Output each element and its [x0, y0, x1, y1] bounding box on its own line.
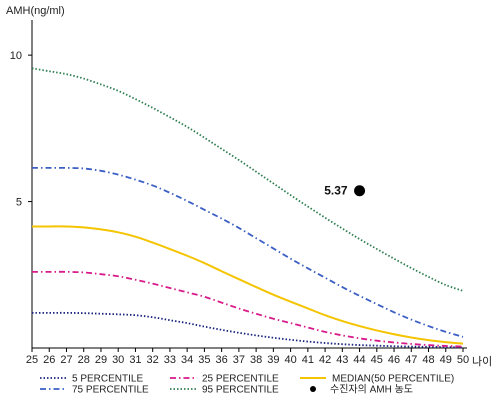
- x-tick-label: 27: [60, 354, 72, 366]
- x-tick-label: 46: [388, 354, 400, 366]
- x-tick-label: 40: [284, 354, 296, 366]
- x-tick-label: 39: [267, 354, 279, 366]
- x-tick-label: 36: [216, 354, 228, 366]
- legend-point-marker: [310, 386, 316, 392]
- x-tick-label: 42: [319, 354, 331, 366]
- series-layer: [31, 67, 464, 349]
- series-line-median-50-percentile: [32, 225, 464, 345]
- legend-point-label: 수진자의 AMH 농도: [330, 384, 413, 396]
- x-tick-label: 25: [26, 354, 38, 366]
- x-tick-label: 32: [147, 354, 159, 366]
- series-line-25-percentile: [32, 270, 464, 348]
- legend-label: 75 PERCENTILE: [72, 385, 149, 396]
- legend-label: 95 PERCENTILE: [202, 385, 279, 396]
- x-tick-label: 48: [422, 354, 434, 366]
- series-line-5-percentile: [32, 311, 464, 349]
- x-tick-label: 43: [336, 354, 348, 366]
- patient-amh-value-label: 5.37: [324, 184, 348, 198]
- x-tick-label: 29: [95, 354, 107, 366]
- x-tick-label: 45: [371, 354, 383, 366]
- series-line-75-percentile: [31, 166, 464, 338]
- x-tick-label: 41: [302, 354, 314, 366]
- x-tick-label: 28: [78, 354, 90, 366]
- legend-label: 25 PERCENTILE: [202, 374, 279, 385]
- x-tick-label: 35: [198, 354, 210, 366]
- y-axis-title: AMH(ng/ml): [6, 5, 65, 17]
- x-tick-label: 37: [233, 354, 245, 366]
- y-tick-label: 10: [10, 50, 22, 62]
- legend-label: MEDIAN(50 PERCENTILE): [332, 374, 454, 385]
- x-tick-label: 26: [43, 354, 55, 366]
- x-tick-label: 49: [440, 354, 452, 366]
- x-axis-title: 나이: [472, 355, 492, 368]
- series-line-95-percentile: [31, 67, 464, 292]
- legend-label: 5 PERCENTILE: [72, 374, 143, 385]
- patient-amh-point: [354, 185, 366, 197]
- x-tick-label: 30: [112, 354, 124, 366]
- x-tick-label: 34: [181, 354, 193, 366]
- y-tick-label: 5: [16, 197, 22, 209]
- x-tick-label: 50: [457, 354, 469, 366]
- x-tick-label: 33: [164, 354, 176, 366]
- x-tick-label: 38: [250, 354, 262, 366]
- x-tick-label: 31: [129, 354, 141, 366]
- x-tick-label: 44: [353, 354, 365, 366]
- axes: 5 10 25 26 27 28 29 30 31 32 33 34 35 36 37 38 39 40 41 42 4…: [10, 20, 469, 366]
- points-layer: 5.37: [324, 184, 366, 198]
- x-tick-label: 47: [405, 354, 417, 366]
